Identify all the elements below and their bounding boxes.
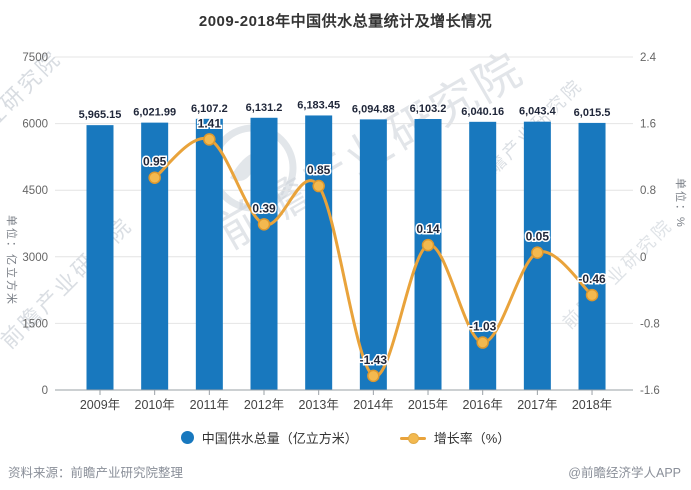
bar-value-label: 6,043.4 (519, 106, 557, 118)
bar-2012年 (250, 117, 278, 390)
bar-2014年 (359, 119, 387, 390)
left-axis-title: 单位：亿立方米 (5, 215, 17, 306)
bar-2011年 (195, 118, 223, 390)
growth-point (531, 246, 544, 259)
bar-value-label: 5,965.15 (79, 109, 122, 121)
right-axis-title: 单位：% (674, 178, 686, 229)
bar-value-label: 6,021.99 (133, 107, 176, 119)
footer: 资料来源：前瞻产业研究院整理 @前瞻经济学人APP (0, 462, 691, 481)
growth-value-label: 0.05 (526, 230, 550, 244)
growth-value-label: -1.43 (360, 353, 388, 367)
right-axis-tick-label: -0.8 (640, 318, 660, 330)
growth-value-label: 0.95 (143, 155, 167, 169)
right-axis-tick-label: -1.6 (640, 385, 660, 397)
bar-2016年 (469, 121, 497, 390)
left-axis-tick-label: 4500 (22, 185, 48, 197)
growth-point (421, 238, 435, 252)
legend-label: 增长率（%） (433, 431, 511, 446)
legend-item-growth-rate[interactable]: 增长率（%） (399, 428, 511, 447)
right-axis-tick-label: 0 (640, 252, 646, 264)
x-axis-label: 2015年 (408, 398, 448, 412)
x-axis-label: 2017年 (517, 398, 557, 412)
bar-value-label: 6,094.88 (352, 103, 395, 115)
growth-point (367, 369, 380, 383)
growth-point (476, 336, 489, 349)
legend: 中国供水总量（亿立方米） 增长率（%） (0, 428, 691, 447)
growth-value-label: 0.39 (252, 201, 276, 215)
right-axis-tick-label: 2.4 (640, 52, 657, 64)
bar-2009年 (86, 125, 114, 390)
x-axis-label: 2014年 (353, 398, 393, 412)
left-axis-tick-label: 6000 (22, 119, 48, 131)
x-axis-label: 2016年 (463, 398, 503, 412)
bar-2013年 (305, 115, 333, 390)
x-axis-label: 2011年 (190, 398, 229, 412)
x-axis-label: 2012年 (244, 398, 284, 412)
x-axis-label: 2013年 (299, 398, 339, 412)
source-text: 资料来源：前瞻产业研究院整理 (8, 466, 184, 480)
bar-value-label: 6,131.2 (246, 102, 283, 114)
left-axis-tick-label: 1500 (22, 318, 48, 330)
left-axis-tick-label: 0 (42, 385, 48, 397)
growth-value-label: -0.46 (578, 272, 606, 286)
growth-value-label: 0.85 (307, 163, 331, 177)
legend-circle-marker-icon (180, 431, 194, 444)
right-axis-tick-label: 1.6 (640, 119, 656, 131)
bar-value-label: 6,015.5 (574, 107, 611, 119)
bar-2018年 (578, 122, 606, 390)
bar-value-label: 6,103.2 (410, 103, 447, 115)
bar-value-label: 6,183.45 (297, 99, 340, 111)
left-axis-tick-label: 7500 (22, 52, 48, 64)
growth-value-label: -1.03 (469, 320, 497, 334)
credit-text: @前瞻经济学人APP (568, 466, 681, 480)
bar-2015年 (414, 119, 442, 391)
x-axis-label: 2010年 (135, 398, 175, 412)
left-axis-tick-label: 3000 (22, 252, 48, 264)
growth-point (148, 171, 161, 184)
legend-item-water-supply[interactable]: 中国供水总量（亿立方米） (180, 428, 358, 447)
growth-point (257, 218, 271, 231)
bar-value-label: 6,040.16 (461, 106, 504, 118)
x-axis-label: 2018年 (572, 398, 612, 412)
bar-value-label: 6,107.2 (191, 103, 228, 115)
legend-label: 中国供水总量（亿立方米） (201, 431, 358, 446)
legend-line-marker-icon (399, 432, 426, 444)
right-axis-tick-label: 0.8 (640, 185, 656, 197)
growth-point (203, 133, 216, 146)
growth-value-label: 0.14 (416, 222, 440, 236)
x-axis-label: 2009年 (80, 398, 120, 412)
growth-point (312, 179, 325, 193)
growth-point (585, 288, 599, 302)
growth-value-label: 1.41 (198, 116, 222, 130)
chart-title: 2009-2018年中国供水总量统计及增长情况 (198, 13, 493, 30)
